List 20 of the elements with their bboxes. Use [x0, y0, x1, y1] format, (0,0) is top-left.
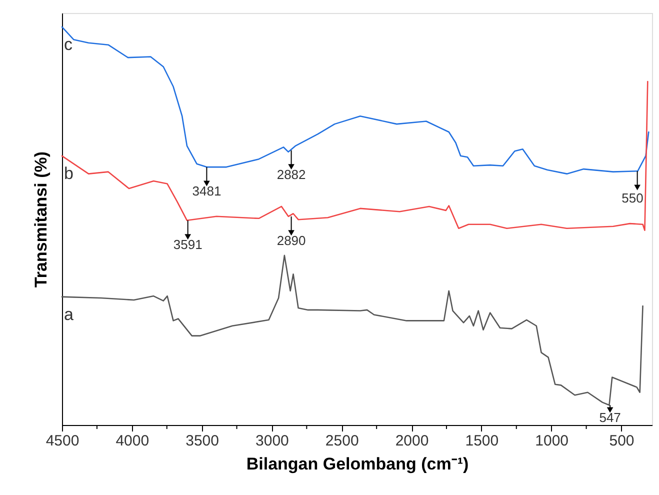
series-label: a [64, 304, 74, 324]
annotation: 2890 [276, 232, 306, 248]
x-axis-title: Bilangan Gelombang (cm⁻¹) [246, 454, 469, 474]
x-tick-label: 3500 [186, 432, 219, 450]
annotation: 3591 [173, 236, 202, 252]
x-tick-label: 2500 [325, 432, 359, 450]
x-tick-label: 1500 [465, 432, 499, 450]
x-tick-label: 2000 [395, 432, 429, 450]
annotation: 3481 [192, 184, 222, 199]
x-tick-label: 1000 [535, 432, 569, 450]
annotation: 2882 [276, 166, 306, 182]
series-label: b [64, 164, 74, 183]
x-tick-label: 4500 [46, 432, 80, 450]
x-tick-label: 3000 [256, 432, 289, 450]
x-tick-label: 4000 [116, 432, 150, 450]
x-tick-label: 500 [609, 432, 634, 450]
y-axis-title: Transmitansi (%) [32, 151, 50, 288]
annotation: 550 [622, 190, 644, 206]
annotation: 547 [599, 410, 621, 426]
series-label: c [64, 34, 73, 54]
